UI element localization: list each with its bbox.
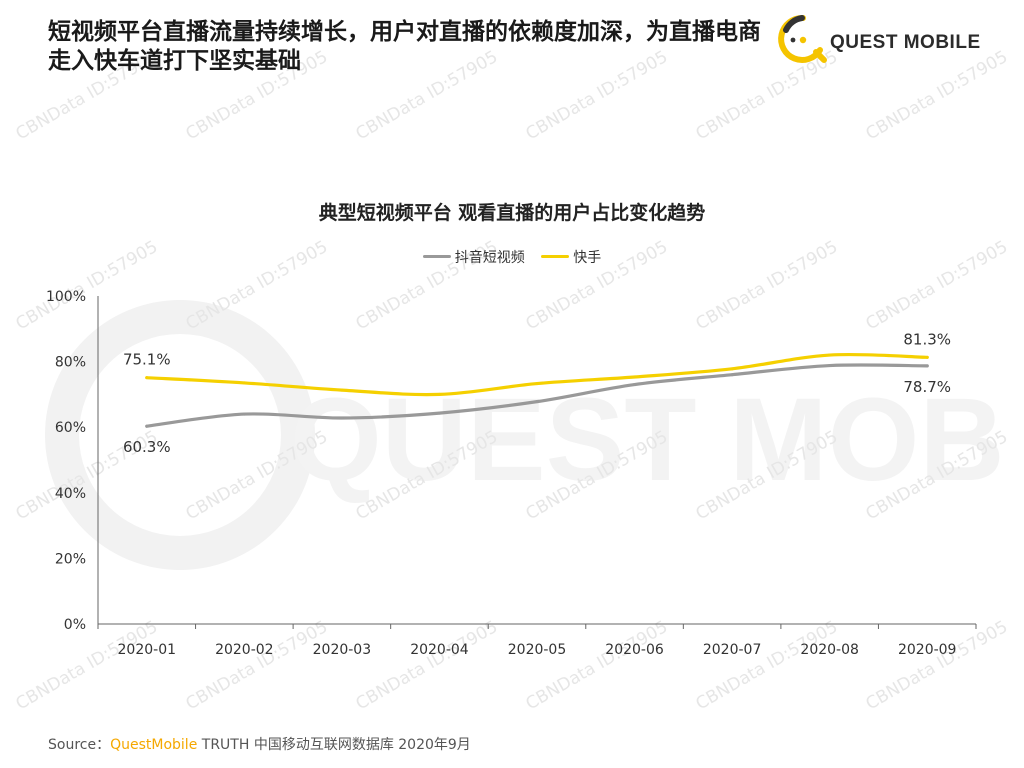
source-prefix: Source： [48, 737, 111, 753]
data-point [633, 383, 637, 387]
data-point [340, 416, 344, 420]
series-line-kuaishou [145, 352, 929, 397]
x-tick-label: 2020-01 [118, 642, 177, 658]
data-point [925, 364, 929, 368]
data-point [242, 381, 246, 385]
data-point [145, 424, 149, 428]
page-headline: 短视频平台直播流量持续增长，用户对直播的依赖度加深，为直播电商走入快车道打下坚实… [48, 19, 761, 74]
x-tick-label: 2020-09 [898, 642, 957, 658]
data-point [145, 376, 149, 380]
data-label: 78.7% [903, 378, 951, 396]
data-point [535, 382, 539, 386]
x-tick-label: 2020-07 [703, 642, 762, 658]
legend-label-douyin: 抖音短视频 [454, 249, 525, 266]
data-point [535, 400, 539, 404]
x-tick-label: 2020-04 [410, 642, 469, 658]
legend-item-kuaishou: 快手 [541, 247, 601, 267]
y-tick-label: 100% [46, 289, 86, 305]
source-rest: TRUTH 中国移动互联网数据库 2020年9月 [197, 737, 471, 753]
data-point [828, 364, 832, 368]
legend-swatch-kuaishou [541, 255, 570, 258]
logo-text: QUEST MOBILE [830, 32, 981, 53]
y-tick-label: 80% [55, 355, 86, 371]
data-label: 81.3% [903, 330, 951, 348]
chart-legend: 抖音短视频 快手 [0, 246, 1024, 267]
data-point [437, 392, 441, 396]
data-label: 60.3% [123, 438, 171, 456]
data-point [437, 411, 441, 415]
data-point [633, 375, 637, 379]
data-point [925, 355, 929, 359]
data-point [340, 388, 344, 392]
x-tick-label: 2020-06 [605, 642, 664, 658]
logo-mark-icon [778, 14, 827, 63]
brand-logo: QUEST MOBILE [776, 10, 996, 72]
data-label: 75.1% [123, 351, 171, 369]
data-point [730, 373, 734, 377]
series-line-douyin [145, 363, 929, 428]
x-tick-label: 2020-08 [800, 642, 859, 658]
x-tick-label: 2020-05 [508, 642, 567, 658]
data-point [242, 412, 246, 416]
data-point [730, 367, 734, 371]
x-tick-label: 2020-03 [313, 642, 372, 658]
y-tick-label: 40% [55, 486, 86, 502]
legend-item-douyin: 抖音短视频 [422, 247, 525, 267]
legend-label-kuaishou: 快手 [573, 249, 602, 266]
y-tick-label: 60% [55, 420, 86, 436]
y-tick-label: 0% [64, 617, 86, 633]
chart-title: 典型短视频平台 观看直播的用户占比变化趋势 [318, 202, 706, 224]
source-brand: QuestMobile [110, 737, 198, 753]
source-note: Source：QuestMobile TRUTH 中国移动互联网数据库 2020… [48, 734, 471, 754]
y-tick-label: 20% [55, 551, 86, 567]
data-point [828, 353, 832, 357]
legend-swatch-douyin [422, 255, 451, 258]
x-tick-label: 2020-02 [215, 642, 274, 658]
